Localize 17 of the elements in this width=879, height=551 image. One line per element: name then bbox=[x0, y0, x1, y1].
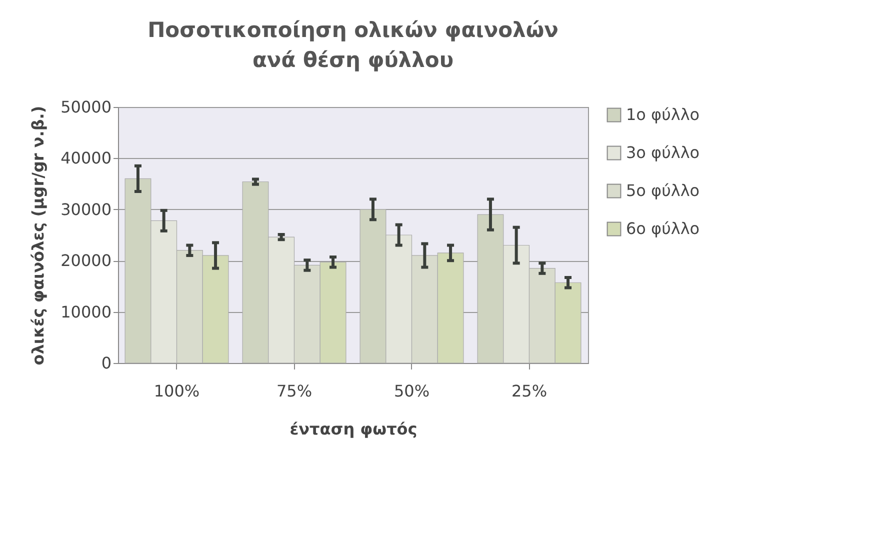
legend-label: 5ο φύλλο bbox=[626, 181, 700, 200]
x-axis-title: ένταση φωτός bbox=[290, 420, 418, 438]
x-tick-label: 75% bbox=[276, 382, 312, 400]
y-tick-label: 10000 bbox=[60, 302, 112, 322]
x-tick-label: 50% bbox=[394, 382, 430, 400]
legend-label: 3ο φύλλο bbox=[626, 143, 700, 162]
y-tick-label: 20000 bbox=[60, 251, 112, 270]
y-tick-label: 50000 bbox=[60, 98, 112, 116]
y-tick-label: 0 bbox=[101, 354, 112, 372]
y-axis-title: ολικές φαινόλες (μgr/gr ν.β.) bbox=[28, 106, 48, 366]
legend-label: 1ο φύλλο bbox=[626, 105, 700, 124]
chart-title: Ποσοτικοποίηση ολικών φαινολών ανά θέση φύλλου bbox=[148, 18, 558, 72]
x-tick-label: 100% bbox=[154, 382, 200, 400]
y-tick-label: 40000 bbox=[60, 148, 112, 168]
x-tick-label: 25% bbox=[511, 382, 548, 400]
y-tick-label: 30000 bbox=[60, 200, 112, 219]
legend-label: 6ο φύλλο bbox=[626, 219, 700, 238]
